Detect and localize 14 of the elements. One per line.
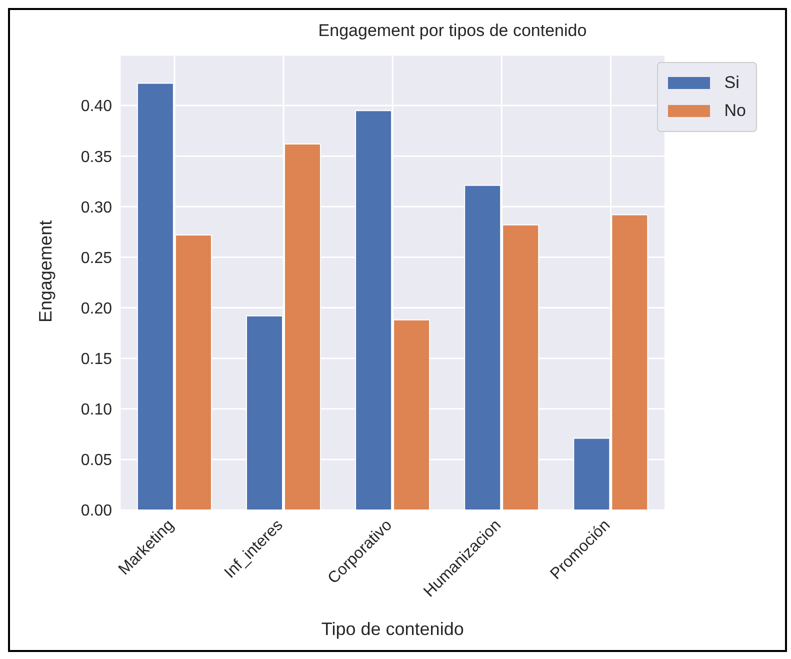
y-tick-label: 0.25 [80, 250, 112, 267]
chart-title: Engagement por tipos de contenido [318, 21, 587, 40]
x-axis-title: Tipo de contenido [321, 619, 464, 639]
legend-label: Si [724, 72, 740, 94]
y-tick-label: 0.20 [80, 300, 112, 318]
y-tick-label: 0.30 [80, 199, 112, 216]
y-tick-label: 0.35 [80, 148, 112, 166]
y-tick-label: 0.40 [80, 98, 112, 116]
y-tick-label: 0.05 [80, 452, 112, 470]
legend-label: No [724, 100, 746, 122]
y-tick-label: 0.15 [80, 351, 112, 368]
y-axis-title: Engagement [35, 220, 56, 322]
y-tick-label: 0.00 [80, 502, 112, 520]
y-tick-label: 0.10 [80, 402, 112, 419]
